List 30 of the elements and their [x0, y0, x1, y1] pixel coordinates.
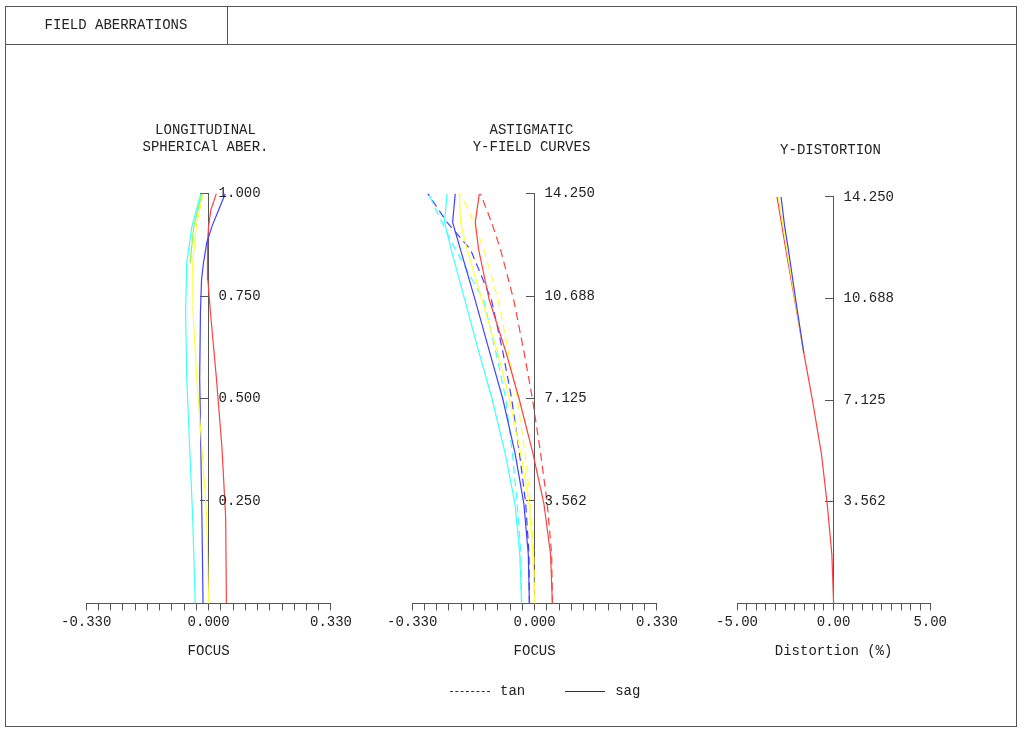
- x-axis-title: FOCUS: [187, 643, 230, 660]
- x-axis-title: Distortion (%): [774, 643, 893, 660]
- text: tan: [500, 683, 526, 699]
- text: sag: [615, 683, 641, 699]
- chart-title: ASTIGMATIC Y-FIELD CURVES: [472, 122, 591, 155]
- x-tick-label: -5.00: [716, 613, 759, 630]
- x-tick-label: 0.00: [816, 613, 851, 630]
- y-tick-label: 0.750: [218, 287, 261, 304]
- y-tick-label: 7.125: [544, 390, 587, 407]
- text: FIELD ABERRATIONS: [5, 7, 228, 44]
- x-tick-label: 0.330: [309, 613, 352, 630]
- x-tick-label: -0.330: [60, 613, 112, 630]
- x-tick-label: 0.330: [635, 613, 678, 630]
- x-tick-label: 5.00: [913, 613, 947, 630]
- chart-title: LONGITUDINAL SPHERICAl ABER.: [142, 122, 269, 155]
- x-tick-label: 0.000: [513, 613, 556, 630]
- y-tick-label: 10.688: [544, 287, 596, 304]
- y-tick-label: 14.250: [843, 188, 895, 205]
- y-tick-label: 3.562: [544, 492, 587, 509]
- y-tick-label: 1.000: [218, 185, 261, 202]
- y-tick-label: 7.125: [843, 391, 886, 408]
- y-tick-label: 3.562: [843, 493, 886, 510]
- y-tick-label: 0.500: [218, 390, 261, 407]
- y-tick-label: 14.250: [544, 185, 596, 202]
- y-tick-label: 0.250: [218, 492, 261, 509]
- y-tick-label: 10.688: [843, 290, 895, 307]
- chart-title: Y-DISTORTION: [780, 142, 881, 159]
- x-axis-title: FOCUS: [513, 643, 556, 660]
- x-tick-label: 0.000: [187, 613, 230, 630]
- x-tick-label: -0.330: [386, 613, 438, 630]
